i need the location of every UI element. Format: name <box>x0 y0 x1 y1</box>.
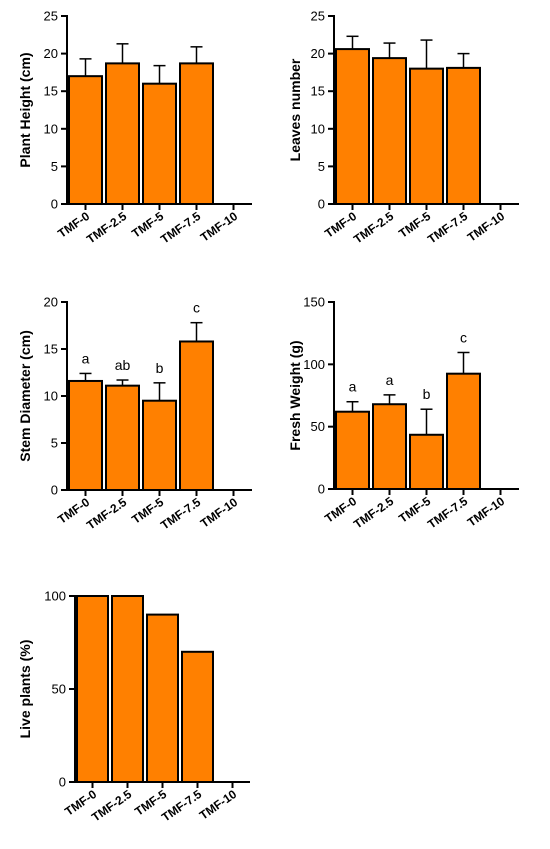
chart-panel-5: 050100TMF-0TMF-2.5TMF-5TMF-7.5TMF-10Live… <box>17 589 250 825</box>
y-axis-title: Fresh Weight (g) <box>287 340 303 450</box>
y-axis-title: Live plants (%) <box>17 640 33 739</box>
y-tick-label: 100 <box>44 589 66 604</box>
x-tick-label: TMF-10 <box>465 494 508 530</box>
error-bar-TMF-2.5 <box>116 379 129 386</box>
error-bar-TMF-7.5 <box>457 351 470 374</box>
y-tick-label: 0 <box>318 197 325 212</box>
error-bar-TMF-7.5 <box>457 52 470 68</box>
error-bar-TMF-0 <box>346 35 359 50</box>
significance-letter: a <box>82 350 90 366</box>
bar-TMF-2.5 <box>111 595 144 783</box>
significance-letter: ab <box>115 357 131 373</box>
y-tick-label: 10 <box>311 121 325 136</box>
error-bar-TMF-5 <box>420 408 433 435</box>
bar-TMF-5 <box>409 433 444 490</box>
bar-TMF-0 <box>68 75 103 205</box>
y-tick-label: 10 <box>44 389 58 404</box>
error-bar-TMF-7.5 <box>190 46 203 64</box>
y-tick-label: 0 <box>59 775 66 790</box>
bar-TMF-7.5 <box>446 372 481 490</box>
bar-TMF-0 <box>335 48 370 206</box>
error-bar-TMF-0 <box>346 400 359 412</box>
y-axis-title: Stem Diameter (cm) <box>17 330 33 462</box>
bar-TMF-7.5 <box>179 62 214 205</box>
bar-TMF-2.5 <box>372 57 407 205</box>
x-tick-label: TMF-7.5 <box>158 495 203 533</box>
x-tick-label: TMF-10 <box>465 209 508 245</box>
significance-letter: b <box>156 360 164 376</box>
y-axis-title: Plant Height (cm) <box>17 52 33 167</box>
x-tick-label: TMF-7.5 <box>425 209 470 247</box>
bar-TMF-7.5 <box>179 340 214 492</box>
bar-TMF-0 <box>68 379 103 491</box>
error-bar-TMF-2.5 <box>383 394 396 405</box>
error-bar-TMF-0 <box>79 58 92 77</box>
significance-letter: b <box>423 386 431 402</box>
significance-letter: a <box>349 379 357 395</box>
y-tick-label: 0 <box>318 482 325 497</box>
x-tick-label: TMF-7.5 <box>425 494 470 532</box>
x-tick-label: TMF-2.5 <box>84 495 129 533</box>
y-tick-label: 10 <box>44 121 58 136</box>
error-bar-TMF-5 <box>153 382 166 401</box>
bar-TMF-2.5 <box>372 403 407 490</box>
y-tick-label: 20 <box>44 46 58 61</box>
x-tick-label: TMF-10 <box>198 495 241 531</box>
bar-TMF-5 <box>146 613 179 783</box>
error-bar-TMF-2.5 <box>116 43 129 64</box>
significance-letter: a <box>386 372 394 388</box>
bar-TMF-5 <box>142 399 177 492</box>
y-tick-label: 100 <box>303 357 325 372</box>
bar-TMF-5 <box>142 82 177 205</box>
significance-letter: c <box>193 300 200 316</box>
x-tick-label: TMF-10 <box>198 209 241 245</box>
y-tick-label: 50 <box>52 682 66 697</box>
y-tick-label: 15 <box>44 84 58 99</box>
error-bar-TMF-5 <box>153 64 166 84</box>
y-tick-label: 5 <box>51 159 58 174</box>
error-bar-TMF-2.5 <box>383 42 396 59</box>
error-bar-TMF-0 <box>79 372 92 381</box>
y-tick-label: 150 <box>303 295 325 310</box>
y-tick-label: 20 <box>311 46 325 61</box>
bar-TMF-0 <box>335 410 370 490</box>
error-bar-TMF-7.5 <box>190 321 203 342</box>
x-tick-label: TMF-7.5 <box>159 787 204 825</box>
y-tick-label: 50 <box>311 419 325 434</box>
bar-TMF-0 <box>76 595 109 783</box>
y-tick-label: 25 <box>44 9 58 24</box>
x-tick-label: TMF-2.5 <box>89 787 134 825</box>
bar-TMF-2.5 <box>105 62 140 205</box>
y-tick-label: 5 <box>318 159 325 174</box>
y-tick-label: 15 <box>44 342 58 357</box>
y-tick-label: 15 <box>311 84 325 99</box>
y-axis-title: Leaves number <box>287 58 303 161</box>
bar-TMF-2.5 <box>105 384 140 491</box>
y-tick-label: 0 <box>51 197 58 212</box>
error-bar-TMF-5 <box>420 39 433 69</box>
y-tick-label: 20 <box>44 295 58 310</box>
x-tick-label: TMF-2.5 <box>351 209 396 247</box>
y-tick-label: 0 <box>51 483 58 498</box>
x-tick-label: TMF-2.5 <box>84 209 129 247</box>
bar-TMF-5 <box>409 67 444 205</box>
y-tick-label: 25 <box>311 9 325 24</box>
significance-letter: c <box>460 329 467 345</box>
bar-TMF-7.5 <box>181 650 214 783</box>
y-tick-label: 5 <box>51 436 58 451</box>
x-tick-label: TMF-10 <box>197 787 240 823</box>
x-tick-label: TMF-7.5 <box>158 209 203 247</box>
bar-TMF-7.5 <box>446 66 481 205</box>
x-tick-label: TMF-2.5 <box>351 494 396 532</box>
